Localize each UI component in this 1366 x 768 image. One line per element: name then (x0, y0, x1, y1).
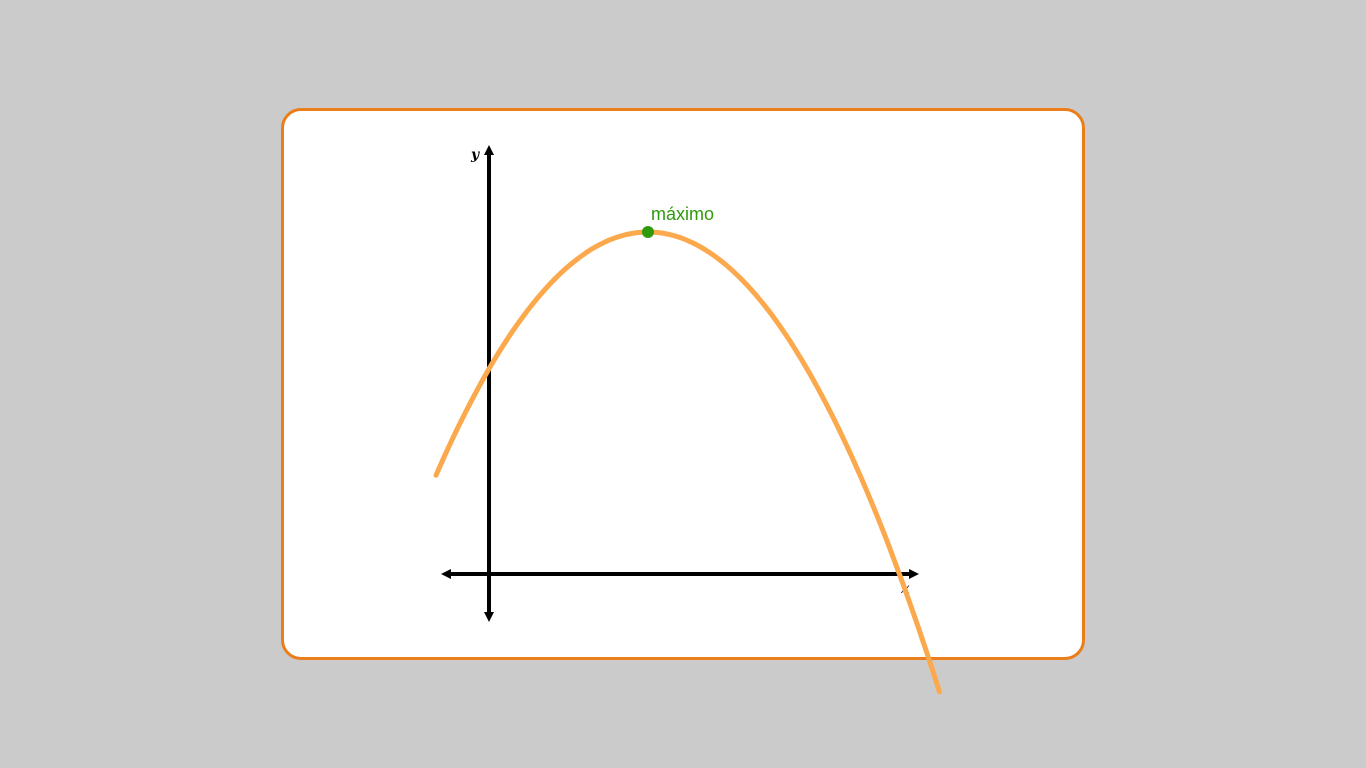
y-axis-label: y (470, 147, 480, 163)
parabola-curve (433, 229, 942, 695)
maximum-point (642, 226, 654, 238)
diagram-card (281, 108, 1085, 660)
maximum-label: máximo (651, 204, 714, 224)
